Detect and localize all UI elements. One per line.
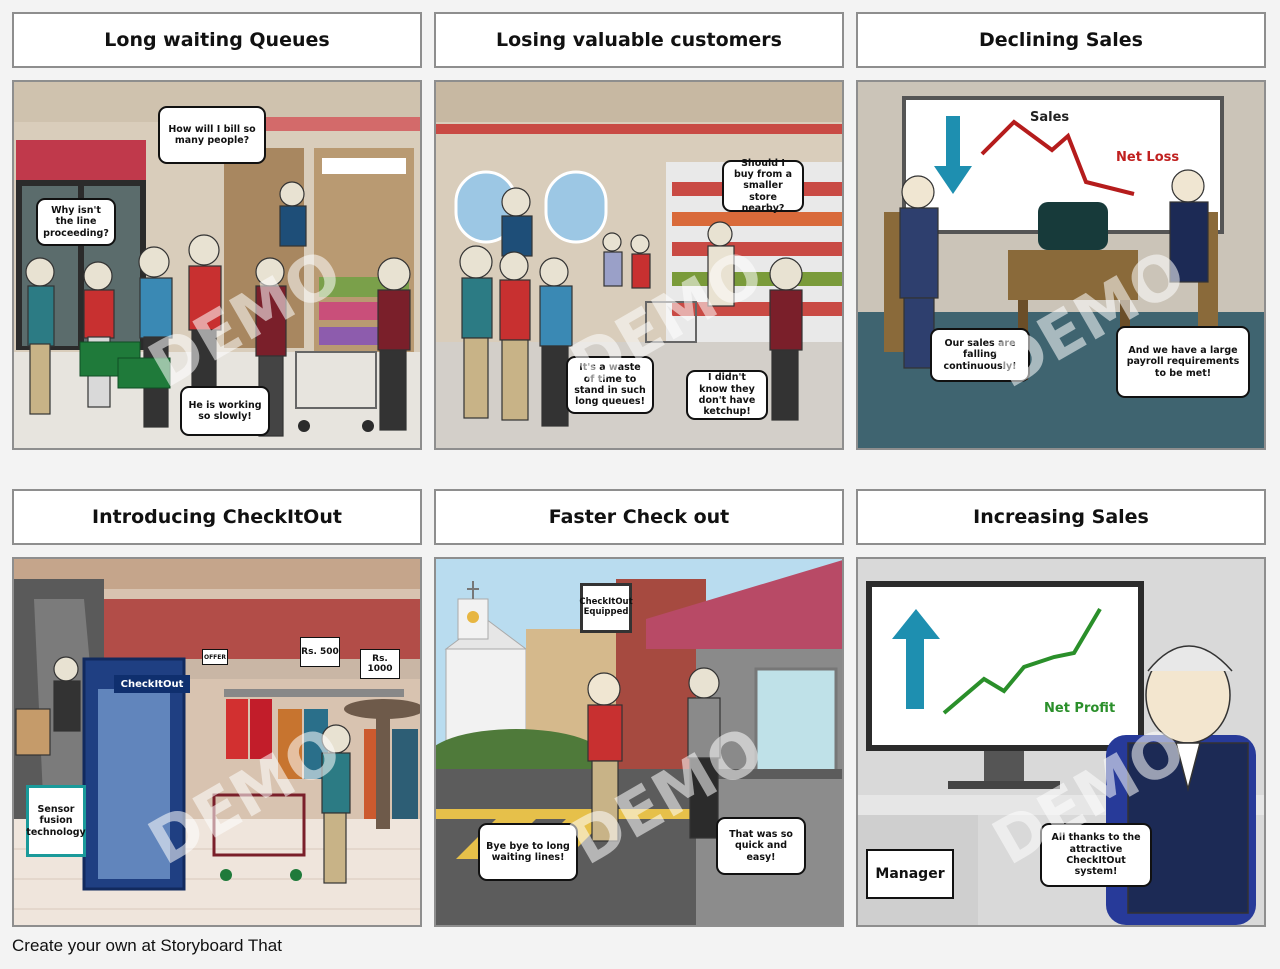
offer-sign: OFFER	[202, 649, 228, 665]
speech-bubble-should-i-buy: Should I buy from a smaller store nearby…	[722, 158, 804, 214]
panel-3-scene: Sales Net Loss Our sales are falling con…	[856, 80, 1266, 450]
checkitout-equipped-sign: CheckItOut Equipped	[579, 583, 633, 633]
panel-2-scene: Should I buy from a smaller store nearby…	[434, 80, 844, 450]
speech-bubble-ketchup: I didn't know they don't have ketchup!	[686, 370, 768, 420]
panel-5-title: Faster Check out	[434, 489, 844, 545]
panel-1-title: Long waiting Queues	[12, 12, 422, 68]
chart-label-sales: Sales	[1030, 110, 1070, 125]
panel-5-scene: CheckItOut Equipped Bye bye to long wait…	[434, 557, 844, 927]
panel-4-scene: CheckItOut OFFER Rs. 500 Rs. 1000 Sensor…	[12, 557, 422, 927]
speech-bubble-quick-and-easy: That was so quick and easy!	[716, 817, 806, 875]
price-tag-500: Rs. 500	[300, 637, 340, 667]
panel-4-title: Introducing CheckItOut	[12, 489, 422, 545]
panel-3-title: Declining Sales	[856, 12, 1266, 68]
price-tag-1000: Rs. 1000	[360, 649, 400, 679]
grocery-aisle-illustration	[436, 82, 842, 448]
panel-1-scene: How will I bill so many people? Why isn'…	[12, 80, 422, 450]
speech-bubble-bye-bye-lines: Bye bye to long waiting lines!	[478, 823, 578, 881]
panel-6-scene: Net Profit Manager All thanks to the att…	[856, 557, 1266, 927]
speech-bubble-customer-center: He is working so slowly!	[180, 386, 270, 436]
panel-6-title: Increasing Sales	[856, 489, 1266, 545]
speech-bubble-customer-left: Why isn't the line proceeding?	[36, 198, 116, 246]
create-your-own-link[interactable]: Create your own at Storyboard That	[12, 936, 282, 955]
chart-label-net-profit: Net Profit	[1044, 701, 1116, 716]
speech-bubble-waste-of-time: It's a waste of time to stand in such lo…	[566, 356, 654, 414]
panel-2-title: Losing valuable customers	[434, 12, 844, 68]
speech-bubble-sales-falling: Our sales are falling continuously!	[930, 328, 1030, 382]
speech-bubble-thanks-checkitout: All thanks to the attractive CheckItOut …	[1040, 823, 1152, 887]
speech-bubble-cashier: How will I bill so many people?	[158, 106, 266, 164]
checkitout-booth-label: CheckItOut	[114, 675, 190, 693]
manager-nameplate: Manager	[866, 849, 954, 899]
speech-bubble-payroll: And we have a large payroll requirements…	[1116, 326, 1250, 398]
chart-label-net-loss: Net Loss	[1116, 150, 1180, 165]
store-checkout-booth-illustration	[14, 559, 420, 925]
sensor-fusion-sign: Sensor fusion technology	[26, 785, 86, 857]
